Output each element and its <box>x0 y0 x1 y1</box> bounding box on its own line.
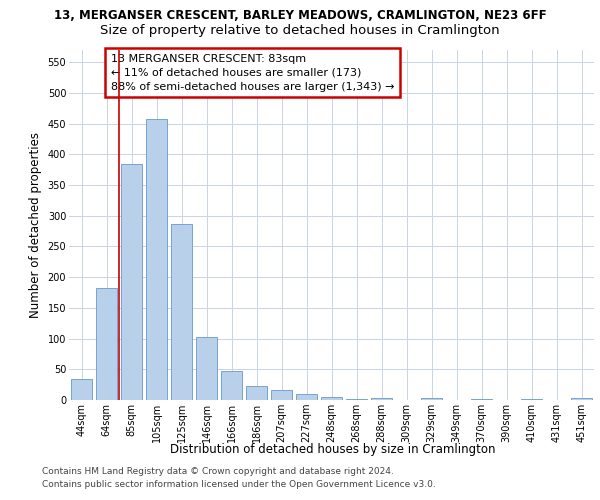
Bar <box>571 398 592 400</box>
Text: Size of property relative to detached houses in Cramlington: Size of property relative to detached ho… <box>100 24 500 37</box>
Bar <box>321 397 342 400</box>
Bar <box>371 398 392 400</box>
Bar <box>471 399 492 400</box>
Bar <box>246 386 267 400</box>
Text: Contains public sector information licensed under the Open Government Licence v3: Contains public sector information licen… <box>42 480 436 489</box>
Bar <box>96 288 117 400</box>
Bar <box>296 394 317 400</box>
Bar <box>196 337 217 400</box>
Text: 13, MERGANSER CRESCENT, BARLEY MEADOWS, CRAMLINGTON, NE23 6FF: 13, MERGANSER CRESCENT, BARLEY MEADOWS, … <box>53 9 547 22</box>
Text: Contains HM Land Registry data © Crown copyright and database right 2024.: Contains HM Land Registry data © Crown c… <box>42 468 394 476</box>
Bar <box>171 224 192 400</box>
Bar <box>271 390 292 400</box>
Text: Distribution of detached houses by size in Cramlington: Distribution of detached houses by size … <box>170 442 496 456</box>
Y-axis label: Number of detached properties: Number of detached properties <box>29 132 42 318</box>
Bar <box>146 120 167 400</box>
Bar <box>121 164 142 400</box>
Bar <box>421 398 442 400</box>
Bar <box>71 378 92 400</box>
Text: 13 MERGANSER CRESCENT: 83sqm
← 11% of detached houses are smaller (173)
88% of s: 13 MERGANSER CRESCENT: 83sqm ← 11% of de… <box>111 54 395 92</box>
Bar <box>221 370 242 400</box>
